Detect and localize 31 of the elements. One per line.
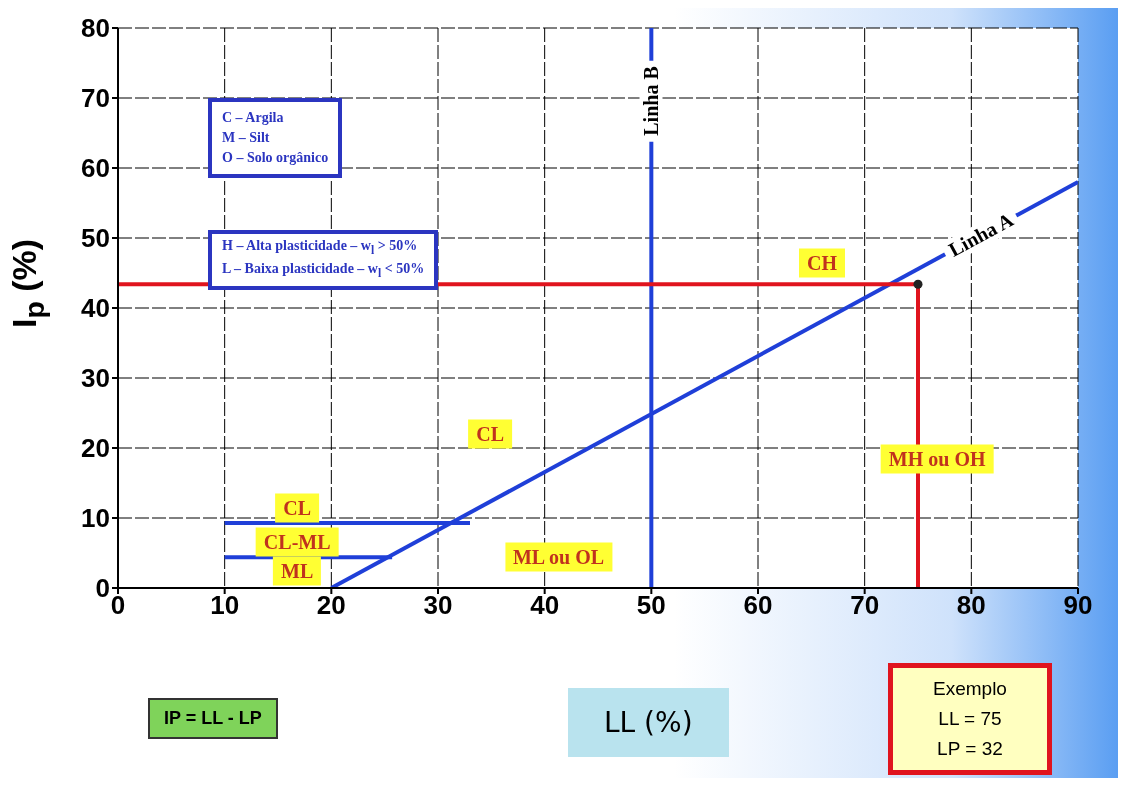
y-tick-label: 30 bbox=[81, 363, 110, 394]
annotation: ML ou OL bbox=[512, 545, 605, 568]
x-tick-label: 50 bbox=[636, 590, 666, 621]
y-tick-label: 80 bbox=[81, 13, 110, 44]
annotation: CL bbox=[283, 496, 312, 519]
text: Exemplo LL = 75 LP = 32 bbox=[933, 677, 1007, 761]
annotation: CL bbox=[476, 422, 505, 446]
x-tick-label: 40 bbox=[530, 590, 560, 621]
x-axis-title: LL (%) bbox=[604, 706, 693, 739]
x-tick-label: 60 bbox=[743, 590, 773, 621]
y-tick-label: 50 bbox=[81, 223, 110, 254]
x-tick-label: 20 bbox=[316, 590, 346, 621]
y-tick-label: 40 bbox=[81, 293, 110, 324]
x-tick-label: 10 bbox=[210, 590, 240, 621]
x-tick-label: 80 bbox=[956, 590, 986, 621]
text: IP = LL - LP bbox=[164, 708, 262, 729]
annotation: MH ou OH bbox=[888, 447, 986, 470]
annotation: CL-ML bbox=[263, 530, 331, 554]
y-tick-label: 60 bbox=[81, 153, 110, 184]
y-tick-label: 20 bbox=[81, 433, 110, 464]
annotation: H – Alta plasticidade – w$_{l}$ > 50% L – Baixa plasticidade – w$_{l}$ < 50% bbox=[222, 237, 425, 282]
y-tick-label: 70 bbox=[81, 83, 110, 114]
annotation: C – Argila M – Silt O – Solo orgânico bbox=[222, 109, 329, 167]
annotation: CH bbox=[807, 251, 837, 274]
text: Linha A bbox=[939, 205, 1023, 265]
x-tick-label: 30 bbox=[423, 590, 453, 621]
annotation: ML bbox=[281, 559, 314, 583]
x-tick-label: 90 bbox=[1063, 590, 1093, 621]
x-tick-label: 70 bbox=[850, 590, 880, 621]
text: Linha B bbox=[639, 60, 663, 142]
y-tick-label: 10 bbox=[81, 503, 110, 534]
